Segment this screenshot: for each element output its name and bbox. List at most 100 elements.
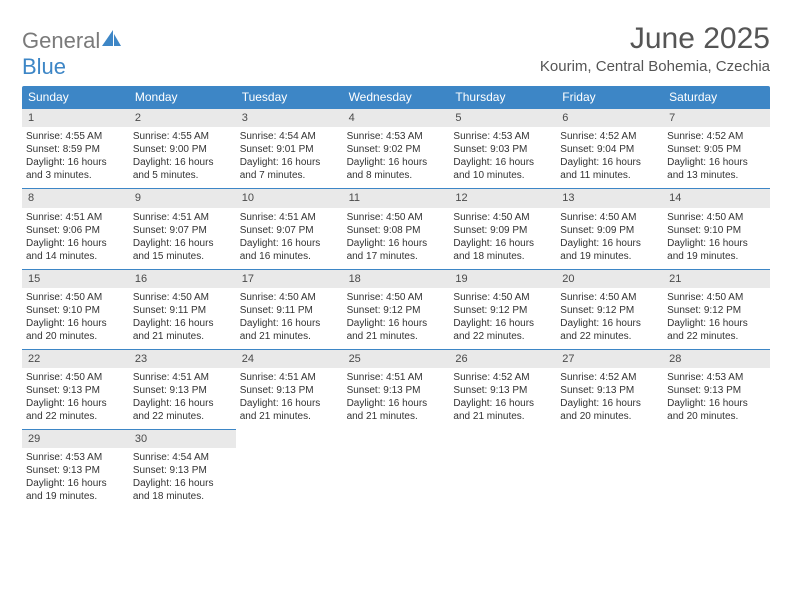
sunset-text: Sunset: 9:07 PM bbox=[240, 224, 339, 237]
daynum-bar: 9 bbox=[129, 188, 236, 207]
sunset-text: Sunset: 9:05 PM bbox=[667, 143, 766, 156]
sunset-text: Sunset: 9:10 PM bbox=[26, 304, 125, 317]
day-number: 24 bbox=[242, 353, 254, 365]
sunrise-text: Sunrise: 4:50 AM bbox=[453, 211, 552, 224]
sunset-text: Sunset: 9:11 PM bbox=[133, 304, 232, 317]
daylight-text-2: and 19 minutes. bbox=[667, 250, 766, 263]
sunrise-text: Sunrise: 4:53 AM bbox=[667, 371, 766, 384]
daylight-text-1: Daylight: 16 hours bbox=[133, 156, 232, 169]
day-number: 14 bbox=[669, 192, 681, 204]
daylight-text-2: and 22 minutes. bbox=[26, 410, 125, 423]
daynum-bar: 24 bbox=[236, 349, 343, 368]
daylight-text-1: Daylight: 16 hours bbox=[26, 397, 125, 410]
brand-text: General Blue bbox=[22, 28, 122, 80]
sunrise-text: Sunrise: 4:55 AM bbox=[26, 130, 125, 143]
day-number: 29 bbox=[28, 433, 40, 445]
daylight-text-2: and 18 minutes. bbox=[133, 490, 232, 503]
daylight-text-2: and 15 minutes. bbox=[133, 250, 232, 263]
daylight-text-2: and 18 minutes. bbox=[453, 250, 552, 263]
sunrise-text: Sunrise: 4:50 AM bbox=[347, 211, 446, 224]
sunset-text: Sunset: 9:01 PM bbox=[240, 143, 339, 156]
day-cell: 4 Sunrise: 4:53 AM Sunset: 9:02 PM Dayli… bbox=[343, 108, 450, 188]
day-number: 7 bbox=[669, 112, 675, 124]
daynum-bar: 27 bbox=[556, 349, 663, 368]
daylight-text-1: Daylight: 16 hours bbox=[26, 477, 125, 490]
daylight-text-1: Daylight: 16 hours bbox=[26, 317, 125, 330]
sunset-text: Sunset: 8:59 PM bbox=[26, 143, 125, 156]
daylight-text-1: Daylight: 16 hours bbox=[133, 477, 232, 490]
sunrise-text: Sunrise: 4:50 AM bbox=[133, 291, 232, 304]
brand-text-1: General bbox=[22, 28, 100, 53]
sunrise-text: Sunrise: 4:54 AM bbox=[133, 451, 232, 464]
day-number: 4 bbox=[349, 112, 355, 124]
sunrise-text: Sunrise: 4:51 AM bbox=[26, 211, 125, 224]
daylight-text-2: and 19 minutes. bbox=[26, 490, 125, 503]
daynum-bar: 4 bbox=[343, 108, 450, 127]
daylight-text-1: Daylight: 16 hours bbox=[26, 156, 125, 169]
daylight-text-2: and 22 minutes. bbox=[453, 330, 552, 343]
daynum-bar: 25 bbox=[343, 349, 450, 368]
day-cell: 21 Sunrise: 4:50 AM Sunset: 9:12 PM Dayl… bbox=[663, 269, 770, 349]
daynum-bar: 11 bbox=[343, 188, 450, 207]
sunrise-text: Sunrise: 4:51 AM bbox=[347, 371, 446, 384]
day-cell: 16 Sunrise: 4:50 AM Sunset: 9:11 PM Dayl… bbox=[129, 269, 236, 349]
dayname-friday: Friday bbox=[556, 86, 663, 108]
day-cell: 2 Sunrise: 4:55 AM Sunset: 9:00 PM Dayli… bbox=[129, 108, 236, 188]
location-text: Kourim, Central Bohemia, Czechia bbox=[540, 58, 770, 75]
day-number: 22 bbox=[28, 353, 40, 365]
title-block: June 2025 Kourim, Central Bohemia, Czech… bbox=[540, 22, 770, 75]
daylight-text-2: and 20 minutes. bbox=[560, 410, 659, 423]
daynum-bar: 10 bbox=[236, 188, 343, 207]
page-title: June 2025 bbox=[540, 22, 770, 56]
sunset-text: Sunset: 9:09 PM bbox=[453, 224, 552, 237]
daynum-bar: 28 bbox=[663, 349, 770, 368]
day-number: 18 bbox=[349, 273, 361, 285]
week-row: 8 Sunrise: 4:51 AM Sunset: 9:06 PM Dayli… bbox=[22, 188, 770, 268]
day-number: 25 bbox=[349, 353, 361, 365]
daylight-text-2: and 22 minutes. bbox=[133, 410, 232, 423]
daynum-bar: 13 bbox=[556, 188, 663, 207]
daylight-text-1: Daylight: 16 hours bbox=[453, 156, 552, 169]
daylight-text-2: and 7 minutes. bbox=[240, 169, 339, 182]
sunrise-text: Sunrise: 4:54 AM bbox=[240, 130, 339, 143]
day-number: 20 bbox=[562, 273, 574, 285]
sunset-text: Sunset: 9:04 PM bbox=[560, 143, 659, 156]
day-number: 10 bbox=[242, 192, 254, 204]
sunrise-text: Sunrise: 4:50 AM bbox=[560, 211, 659, 224]
daynum-bar: 17 bbox=[236, 269, 343, 288]
daynum-bar: 5 bbox=[449, 108, 556, 127]
daylight-text-2: and 3 minutes. bbox=[26, 169, 125, 182]
daylight-text-2: and 13 minutes. bbox=[667, 169, 766, 182]
empty-cell bbox=[343, 429, 450, 509]
sunrise-text: Sunrise: 4:51 AM bbox=[133, 211, 232, 224]
daynum-bar: 2 bbox=[129, 108, 236, 127]
day-number: 30 bbox=[135, 433, 147, 445]
daynum-bar: 18 bbox=[343, 269, 450, 288]
sunset-text: Sunset: 9:13 PM bbox=[560, 384, 659, 397]
day-number: 11 bbox=[349, 192, 360, 204]
calendar: Sunday Monday Tuesday Wednesday Thursday… bbox=[22, 86, 770, 509]
dayname-thursday: Thursday bbox=[449, 86, 556, 108]
daynum-bar: 1 bbox=[22, 108, 129, 127]
day-cell: 20 Sunrise: 4:50 AM Sunset: 9:12 PM Dayl… bbox=[556, 269, 663, 349]
day-cell: 5 Sunrise: 4:53 AM Sunset: 9:03 PM Dayli… bbox=[449, 108, 556, 188]
daylight-text-1: Daylight: 16 hours bbox=[453, 317, 552, 330]
daylight-text-1: Daylight: 16 hours bbox=[133, 317, 232, 330]
daylight-text-1: Daylight: 16 hours bbox=[667, 317, 766, 330]
empty-cell bbox=[449, 429, 556, 509]
day-cell: 10 Sunrise: 4:51 AM Sunset: 9:07 PM Dayl… bbox=[236, 188, 343, 268]
dayname-monday: Monday bbox=[129, 86, 236, 108]
day-number: 8 bbox=[28, 192, 34, 204]
daylight-text-1: Daylight: 16 hours bbox=[240, 237, 339, 250]
sunrise-text: Sunrise: 4:50 AM bbox=[667, 291, 766, 304]
day-cell: 14 Sunrise: 4:50 AM Sunset: 9:10 PM Dayl… bbox=[663, 188, 770, 268]
daylight-text-2: and 21 minutes. bbox=[347, 410, 446, 423]
sunrise-text: Sunrise: 4:50 AM bbox=[26, 291, 125, 304]
daylight-text-1: Daylight: 16 hours bbox=[133, 397, 232, 410]
sunrise-text: Sunrise: 4:50 AM bbox=[347, 291, 446, 304]
sunrise-text: Sunrise: 4:53 AM bbox=[26, 451, 125, 464]
daylight-text-1: Daylight: 16 hours bbox=[560, 397, 659, 410]
daylight-text-2: and 14 minutes. bbox=[26, 250, 125, 263]
sunrise-text: Sunrise: 4:53 AM bbox=[453, 130, 552, 143]
day-cell: 25 Sunrise: 4:51 AM Sunset: 9:13 PM Dayl… bbox=[343, 349, 450, 429]
